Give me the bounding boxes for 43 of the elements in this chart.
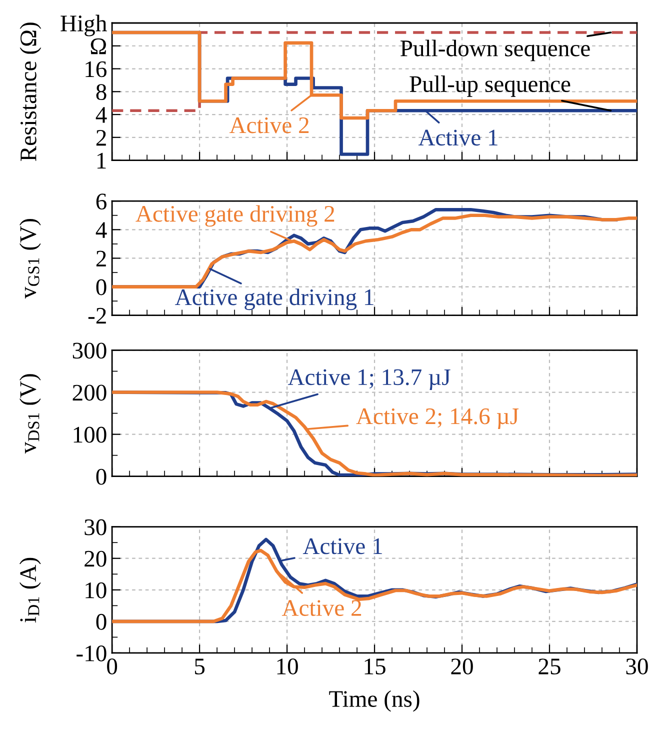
x-tick-label: 0 (107, 658, 118, 674)
legend-label: Active gate driving 1 (175, 288, 374, 310)
y-tick-label: 8 (96, 84, 106, 100)
y-axis-title: Resistance (Ω) (20, 22, 42, 162)
x-tick-label: 25 (538, 658, 560, 674)
y-tick-label: High (60, 14, 107, 36)
y-tick-label: 2 (96, 130, 106, 146)
y-tick-label: 200 (72, 384, 106, 401)
x-tick-label: 5 (195, 658, 205, 674)
y-axis-title: v$_{DS1}$ (V) (19, 374, 41, 454)
y-tick-label: 4 (96, 222, 107, 238)
legend-label: Active 1 (418, 130, 498, 146)
series-label: Pull-down sequence (400, 40, 590, 62)
y-tick-label: 20 (84, 550, 106, 567)
y-tick-label: 300 (72, 342, 106, 359)
x-tick-label: 30 (626, 658, 648, 674)
y-axis-title: v$_{GS1}$ (V) (19, 219, 41, 299)
legend-label: Active 2 (229, 117, 309, 134)
y-tick-label: 4 (96, 107, 107, 123)
y-tick-label: 6 (96, 194, 106, 210)
x-tick-label: 20 (451, 658, 473, 674)
y-tick-label: -2 (88, 308, 106, 324)
y-tick-label: 100 (74, 426, 106, 443)
x-tick-label: 10 (277, 658, 298, 674)
series-label: Active 2 (282, 600, 362, 616)
y-tick-label: 1 (97, 152, 106, 168)
y-tick-label: 0 (96, 279, 106, 296)
y-tick-label: 0 (96, 468, 106, 485)
y-tick-label: 30 (84, 519, 106, 536)
y-tick-label: Ω (90, 38, 106, 54)
annotation: Pull-up sequence (410, 75, 570, 97)
y-tick-label: 16 (86, 61, 106, 78)
y-tick-label: 2 (96, 250, 106, 266)
legend-label: Active 2; 14.6 µJ (356, 408, 519, 430)
y-tick-label: -10 (76, 645, 106, 662)
x-tick-label: 15 (364, 658, 386, 674)
series-label: Active 1; 13.7 µJ (288, 369, 450, 390)
x-axis-title: Time (ns) (329, 690, 420, 712)
legend-label: Active 1 (302, 538, 382, 554)
y-axis-title: i$_{D1}$ (A) (19, 558, 41, 623)
y-tick-label: 10 (86, 582, 106, 598)
series-label: Active gate driving 2 (136, 205, 334, 227)
y-tick-label: 0 (96, 614, 106, 630)
